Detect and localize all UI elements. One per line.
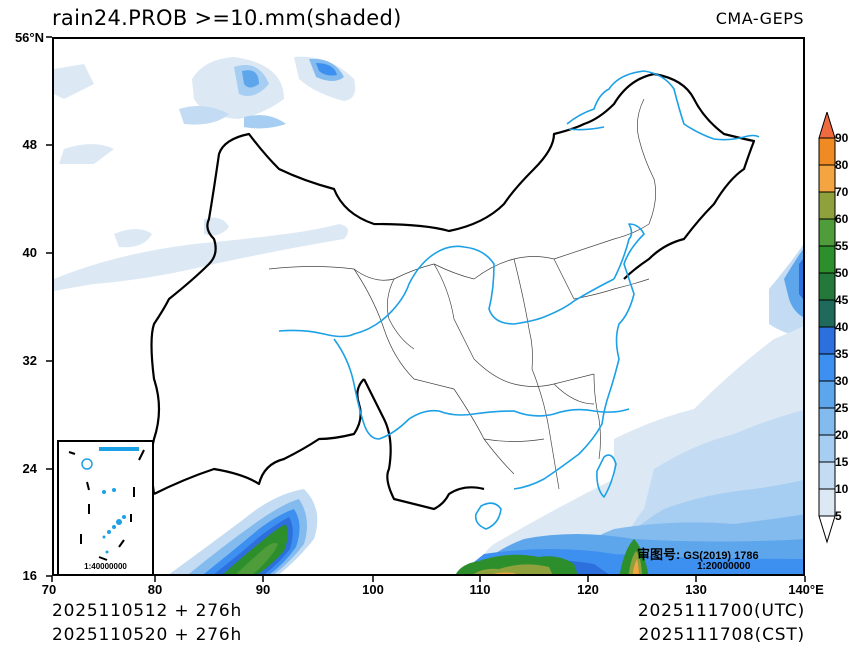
y-tick-24: 24 xyxy=(22,461,37,476)
map-plot-area[interactable] xyxy=(52,37,805,576)
y-tick-56: 56°N xyxy=(14,30,44,45)
approval-code: GS(2019) 1786 xyxy=(683,550,759,562)
precipitation-probability-map xyxy=(54,56,803,574)
colorbar-label-30: 30 xyxy=(835,374,849,388)
model-source-label: CMA-GEPS xyxy=(715,9,804,28)
rivers-coastline xyxy=(278,70,760,530)
colorbar-label-55: 55 xyxy=(835,239,849,253)
init-time-cst: 2025110520 + 276h xyxy=(52,625,243,645)
colorbar xyxy=(818,112,836,544)
init-time-utc: 2025110512 + 276h xyxy=(52,601,243,621)
y-tick-48: 48 xyxy=(22,137,37,152)
x-tick-100: 100 xyxy=(362,582,384,597)
colorbar-label-90: 90 xyxy=(835,131,849,145)
colorbar-label-70: 70 xyxy=(835,185,849,199)
probability-shading xyxy=(54,56,803,574)
colorbar-label-35: 35 xyxy=(835,347,849,361)
y-tick-32: 32 xyxy=(22,353,37,368)
colorbar-label-50: 50 xyxy=(835,266,849,280)
x-tick-130: 130 xyxy=(685,582,707,597)
x-tick-140: 140°E xyxy=(788,582,824,597)
province-borders xyxy=(268,98,656,490)
x-tick-120: 120 xyxy=(577,582,599,597)
inset-scale-label: 1:40000000 xyxy=(84,562,127,571)
x-tick-70: 70 xyxy=(41,582,57,597)
colorbar-label-5: 5 xyxy=(835,509,842,523)
y-tick-40: 40 xyxy=(22,245,37,260)
colorbar-label-10: 10 xyxy=(835,482,849,496)
colorbar-label-80: 80 xyxy=(835,158,849,172)
colorbar-label-25: 25 xyxy=(835,401,849,415)
map-approval-number: 审图号: GS(2019) 1786 xyxy=(637,544,759,563)
colorbar-label-15: 15 xyxy=(835,455,849,469)
colorbar-label-45: 45 xyxy=(835,293,849,307)
south-china-sea-inset: 1:40000000 xyxy=(57,440,154,576)
x-tick-110: 110 xyxy=(469,582,491,597)
inset-map xyxy=(68,447,145,561)
x-tick-80: 80 xyxy=(147,582,163,597)
map-scale-label: 1:20000000 xyxy=(697,561,751,572)
x-tick-90: 90 xyxy=(255,582,271,597)
valid-time-cst: 2025111708(CST) xyxy=(638,625,805,645)
colorbar-label-20: 20 xyxy=(835,428,849,442)
y-tick-16: 16 xyxy=(22,568,37,583)
colorbar-label-60: 60 xyxy=(835,212,849,226)
colorbar-label-40: 40 xyxy=(835,320,849,334)
chart-title: rain24.PROB >=10.mm(shaded) xyxy=(52,6,402,30)
approval-label: 审图号: xyxy=(637,547,681,562)
valid-time-utc: 2025111700(UTC) xyxy=(637,601,805,621)
